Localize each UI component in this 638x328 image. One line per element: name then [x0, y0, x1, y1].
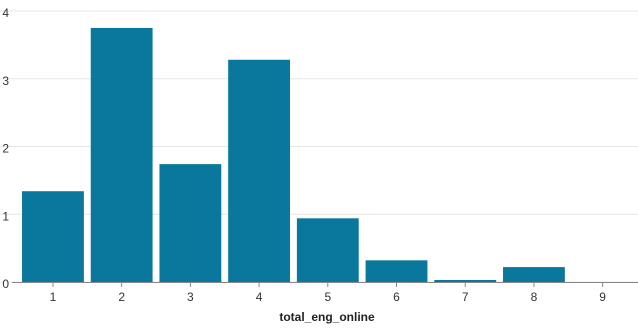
bar — [503, 267, 565, 282]
y-tick-label: 2 — [2, 142, 9, 156]
x-tick-label: 5 — [324, 290, 331, 304]
x-tick-label: 2 — [118, 290, 125, 304]
bar — [90, 27, 153, 282]
x-tick-label: 8 — [531, 290, 538, 304]
bar — [159, 164, 222, 282]
bar — [434, 279, 497, 282]
x-tick-label: 6 — [393, 290, 400, 304]
bar — [22, 191, 84, 282]
x-tick-label: 7 — [462, 290, 469, 304]
x-tick-label: 4 — [256, 290, 263, 304]
x-axis-title: total_eng_online — [279, 310, 375, 324]
y-tick-label: 3 — [2, 74, 9, 88]
bar — [228, 59, 291, 282]
bar — [296, 218, 359, 282]
y-tick-label: 1 — [2, 209, 9, 223]
y-tick-label: 4 — [2, 6, 9, 20]
x-tick-label: 1 — [50, 290, 57, 304]
bar — [365, 260, 428, 282]
x-tick-label: 3 — [187, 290, 194, 304]
x-tick-label: 9 — [599, 290, 606, 304]
y-tick-label: 0 — [2, 277, 9, 291]
